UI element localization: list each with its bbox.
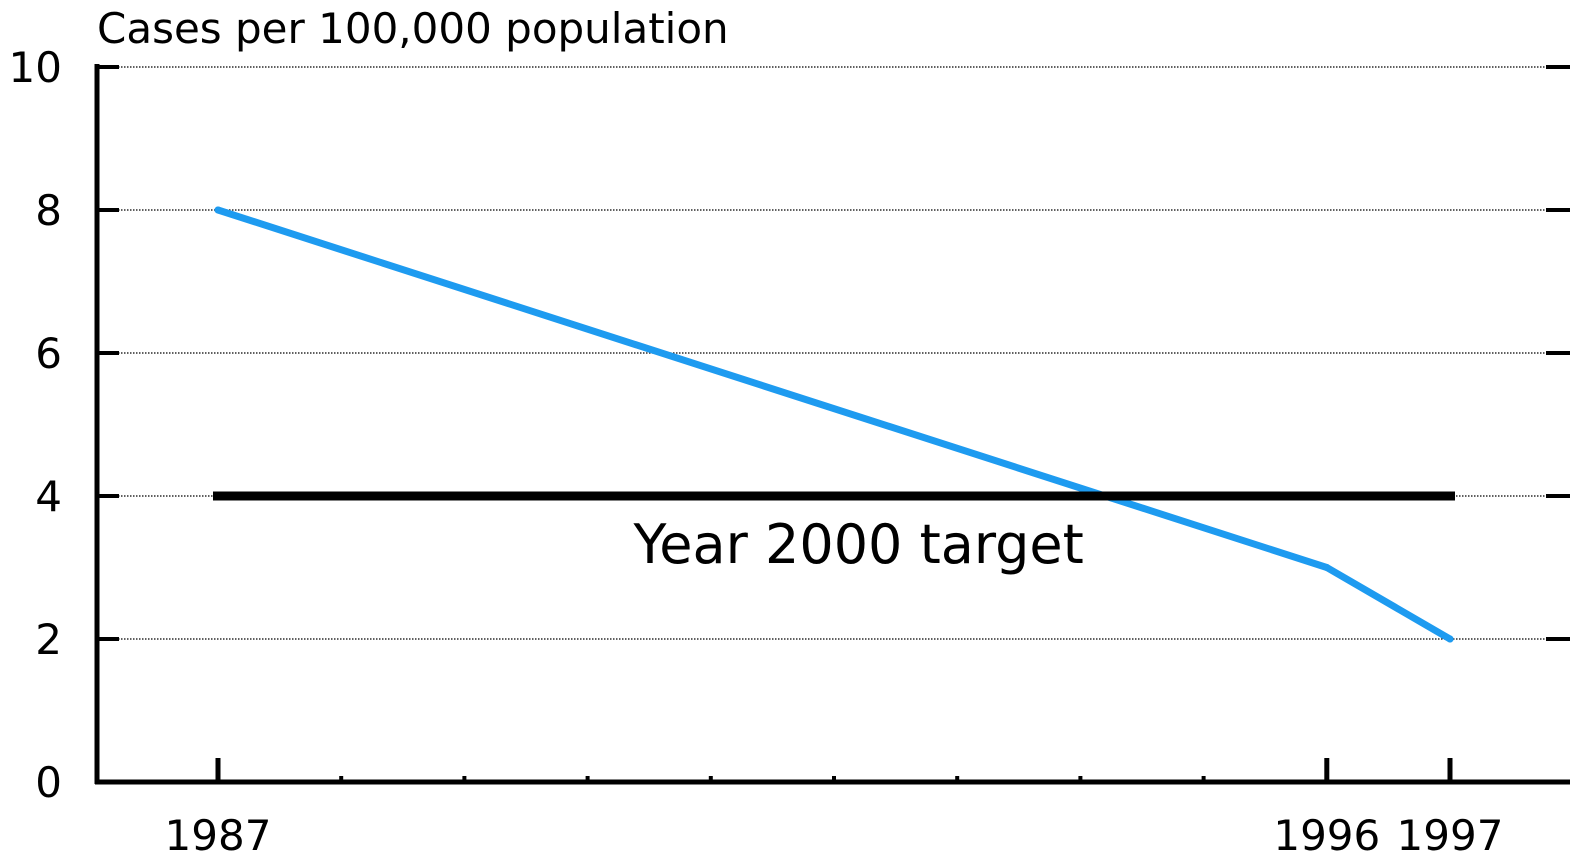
y-axis-label: Cases per 100,000 population	[97, 4, 729, 53]
y-tick-label: 4	[35, 472, 62, 521]
data-point	[214, 206, 222, 214]
x-tick-label: 1997	[1397, 811, 1504, 860]
target-label: Year 2000 target	[632, 513, 1083, 576]
x-tick-label: 1987	[165, 811, 272, 860]
y-tick-labels: 0 2 4 6 8 10	[9, 43, 62, 807]
data-series	[214, 206, 1454, 643]
target-group: Year 2000 target	[213, 491, 1455, 576]
y-tick-label: 6	[35, 329, 62, 378]
axes	[94, 64, 1570, 785]
x-tick-label: 1996	[1273, 811, 1380, 860]
data-point	[1323, 564, 1331, 571]
y-tick-label: 2	[35, 615, 62, 664]
y-tick-label: 0	[35, 758, 62, 807]
x-tick-labels: 1987 1996 1997	[165, 811, 1504, 860]
y-tick-label: 10	[9, 43, 62, 92]
y-tick-label: 8	[35, 186, 62, 235]
data-point	[1446, 635, 1454, 643]
